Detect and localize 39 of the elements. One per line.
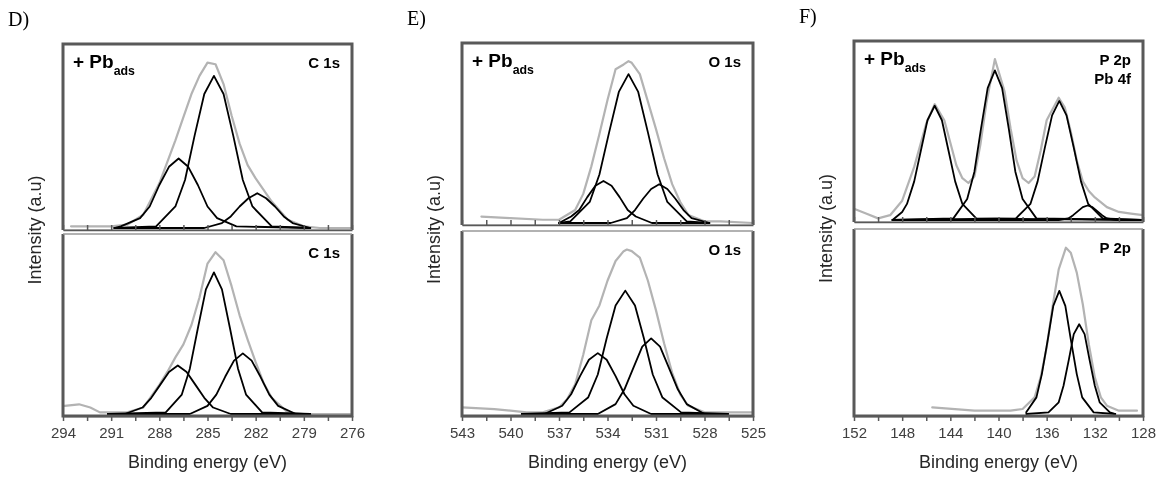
x-tick-label: 152 (841, 423, 868, 441)
annotation: C 1s (308, 54, 340, 71)
x-tick-label: 528 (692, 423, 718, 441)
x-tick-label: 540 (498, 423, 524, 441)
y-axis-title: Intensity (a.u) (25, 175, 45, 285)
chart-title: D) (8, 8, 30, 31)
x-axis-title: Binding energy (eV) (527, 452, 688, 472)
x-tick-label: 525 (740, 423, 767, 441)
x-axis-title: Binding energy (eV) (127, 452, 288, 472)
x-tick-label: 276 (339, 423, 366, 441)
x-tick-label: 531 (643, 423, 670, 441)
x-tick-label: 148 (890, 423, 916, 441)
x-tick-label: 128 (1130, 423, 1157, 441)
x-tick-label: 291 (99, 423, 125, 441)
annotation: + Pb$_{ads}$ (472, 50, 535, 77)
annotation: P 2p (1099, 239, 1131, 256)
annotation: O 1s (708, 241, 741, 258)
annotation: O 1s (708, 53, 741, 70)
annotation: C 1s (308, 244, 340, 261)
y-axis-title: Intensity (a.u) (424, 174, 444, 285)
x-tick-label: 282 (243, 423, 269, 441)
x-tick-label: 294 (50, 423, 77, 441)
x-tick-label: 132 (1082, 423, 1108, 441)
chart-title: F) (799, 5, 817, 28)
x-tick-label: 288 (147, 423, 173, 441)
x-tick-label: 537 (546, 423, 573, 441)
chart-title: E) (407, 7, 426, 30)
annotation: + Pb$_{ads}$ (864, 48, 927, 75)
x-tick-label: 140 (986, 423, 1012, 441)
annotation: + Pb$_{ads}$ (73, 51, 136, 78)
x-tick-label: 285 (195, 423, 221, 441)
x-tick-label: 279 (291, 423, 317, 441)
annotation: P 2p Pb 4f (1094, 51, 1132, 87)
x-tick-label: 534 (595, 423, 621, 441)
x-tick-label: 543 (449, 423, 476, 441)
x-tick-label: 136 (1034, 423, 1060, 441)
y-axis-title: Intensity (a.u) (816, 173, 836, 284)
x-tick-label: 144 (938, 423, 964, 441)
x-axis-title: Binding energy (eV) (918, 452, 1079, 472)
